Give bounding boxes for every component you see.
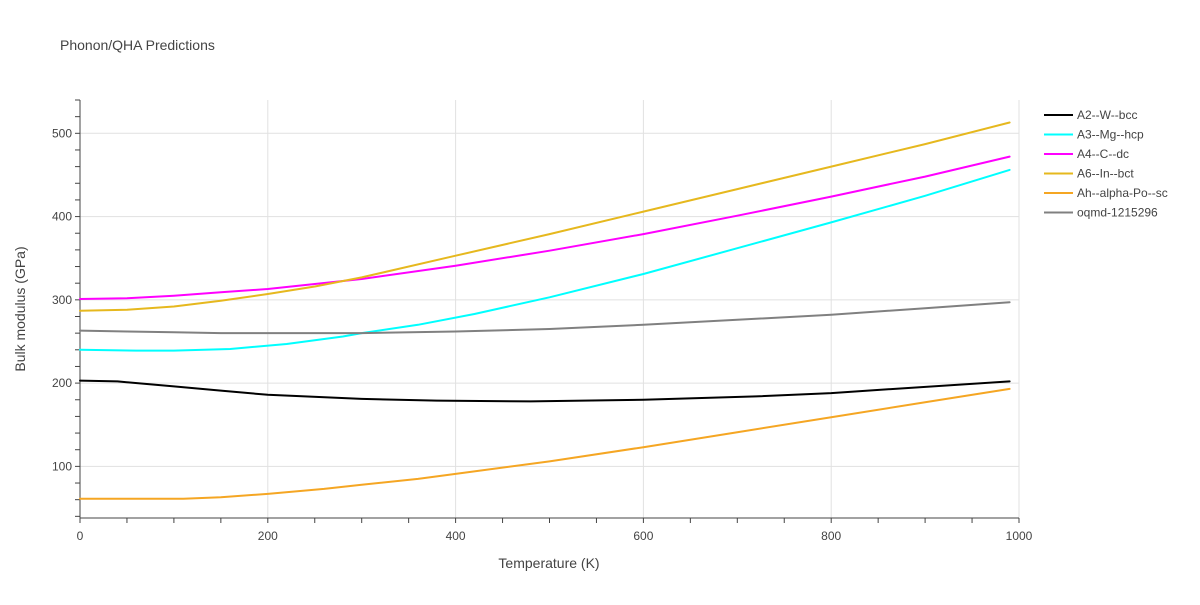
series-line-A4--C--dc xyxy=(79,155,1011,300)
axis-layer: 0 200 400 600 800 1000 100 200 300 400 500 xyxy=(52,99,1033,543)
x-tick-label: 200 xyxy=(258,529,278,543)
legend-label: Ah--alpha-Po--sc xyxy=(1077,186,1168,200)
series-line-Ah--alpha-Po--sc xyxy=(79,387,1011,500)
x-tick-label: 400 xyxy=(446,529,466,543)
y-tick-label: 200 xyxy=(52,376,72,390)
x-tick-label: 1000 xyxy=(1006,529,1033,543)
series-line-oqmd-1215296 xyxy=(79,301,1011,335)
legend-label: A3--Mg--hcp xyxy=(1077,128,1144,142)
legend-label: A2--W--bcc xyxy=(1077,108,1137,122)
x-tick-label: 0 xyxy=(77,529,84,543)
y-axis-title: Bulk modulus (GPa) xyxy=(12,246,28,371)
x-tick-label: 600 xyxy=(633,529,653,543)
series-line-A2--W--bcc xyxy=(79,379,1011,403)
grid-layer xyxy=(80,100,1020,518)
y-tick-label: 500 xyxy=(52,126,72,140)
legend-label: oqmd-1215296 xyxy=(1077,206,1158,220)
legend-item[interactable]: A6--In--bct xyxy=(1044,167,1134,181)
legend-label: A4--C--dc xyxy=(1077,147,1129,161)
series-line-A3--Mg--hcp xyxy=(79,168,1011,352)
legend-item[interactable]: Ah--alpha-Po--sc xyxy=(1044,186,1168,200)
y-tick-label: 400 xyxy=(52,210,72,224)
y-tick-label: 100 xyxy=(52,459,72,473)
legend-label: A6--In--bct xyxy=(1077,167,1134,181)
x-axis-title: Temperature (K) xyxy=(498,555,599,571)
y-tick-label: 300 xyxy=(52,293,72,307)
series-layer xyxy=(79,121,1011,500)
legend-item[interactable]: A2--W--bcc xyxy=(1044,108,1137,122)
chart-title: Phonon/QHA Predictions xyxy=(60,37,215,53)
series-line-A6--In--bct xyxy=(79,121,1011,312)
legend-item[interactable]: A3--Mg--hcp xyxy=(1044,128,1144,142)
legend[interactable]: A2--W--bcc A3--Mg--hcp A4--C--dc A6--In--bc… xyxy=(1044,108,1168,220)
legend-item[interactable]: A4--C--dc xyxy=(1044,147,1129,161)
x-tick-label: 800 xyxy=(821,529,841,543)
legend-item[interactable]: oqmd-1215296 xyxy=(1044,206,1158,220)
